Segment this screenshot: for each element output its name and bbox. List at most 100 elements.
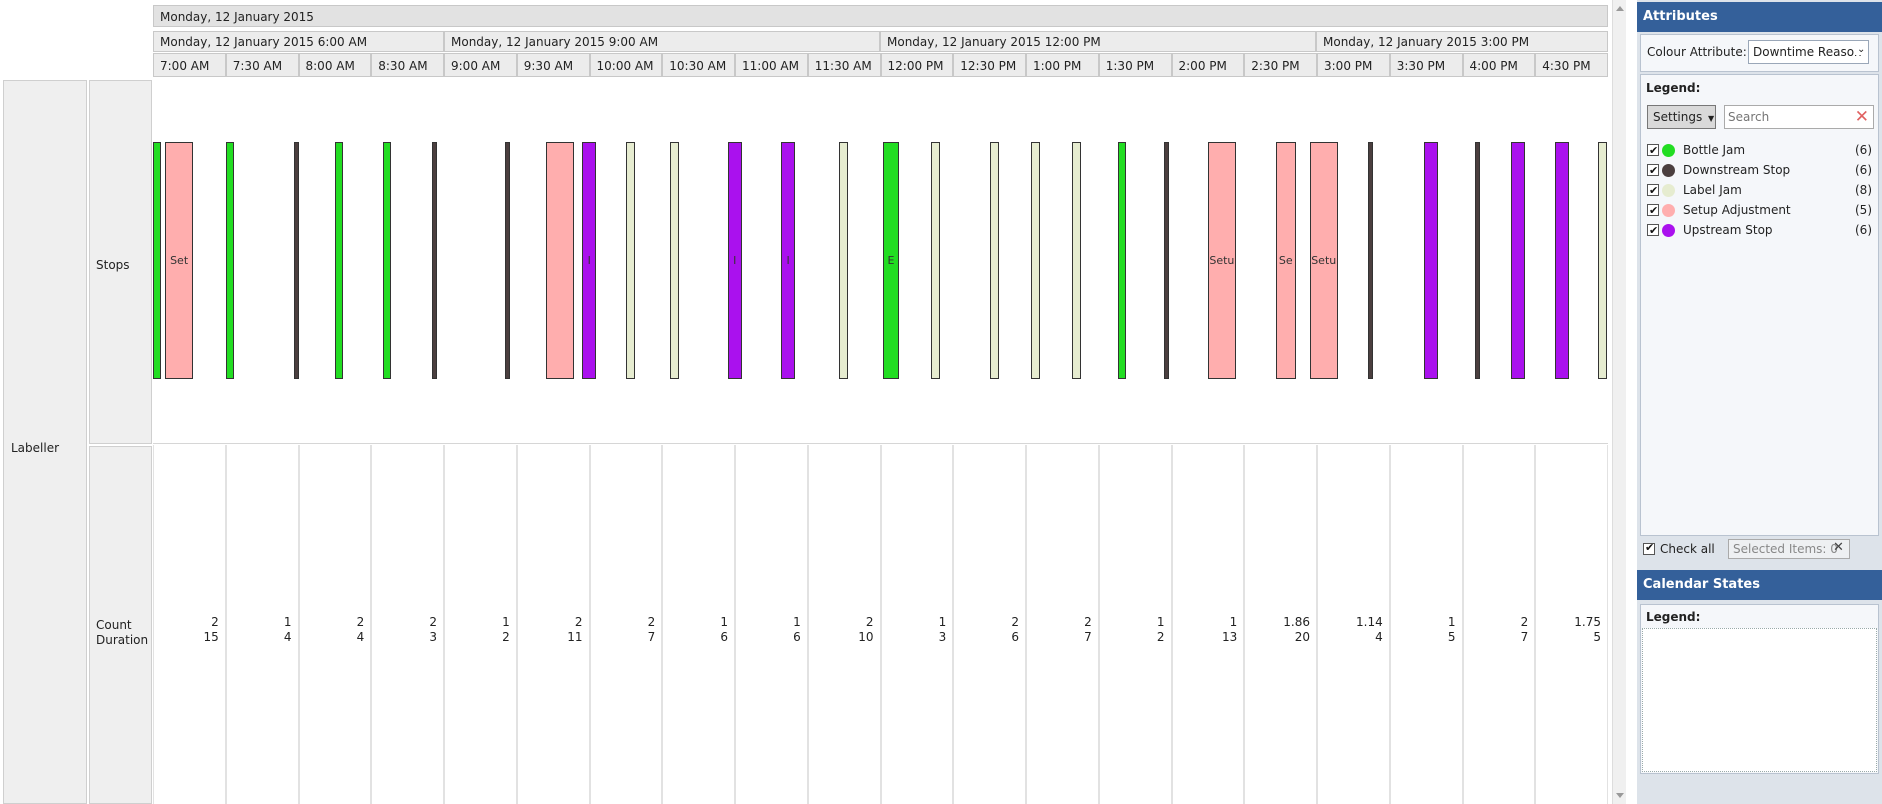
stop-bar[interactable] [293,142,299,379]
stop-bar[interactable] [504,142,510,379]
calendar-legend-section: Legend: [1640,604,1879,774]
hour-header: 12:00 PM [880,53,954,77]
stop-bar[interactable]: Setu [1207,142,1236,379]
legend-checkbox[interactable] [1647,182,1659,200]
hour-header: 4:00 PM [1462,53,1536,77]
day-header: Monday, 12 January 2015 [153,5,1608,27]
legend-item[interactable]: Upstream Stop (6) [1647,221,1872,240]
hour-header: 11:30 AM [807,53,881,77]
stop-bar[interactable] [1474,142,1480,379]
settings-button[interactable]: Settings ▼ [1647,105,1716,129]
duration-value: 7 [1520,630,1529,644]
hour-header: 3:30 PM [1389,53,1463,77]
summary-column: 2 10 [807,445,881,804]
duration-value: 6 [793,630,801,644]
stop-bar[interactable] [989,142,999,379]
count-value: 1 [793,615,801,629]
count-value: 1 [720,615,728,629]
stops-chart: Set I I I E Setu Se Setu [153,80,1608,444]
stop-bar[interactable] [1554,142,1569,379]
clear-selection-icon[interactable]: ✕ [1833,540,1844,555]
summary-column: 2 11 [516,445,590,804]
count-value: 1 [283,615,292,629]
stop-bar[interactable] [1072,142,1082,379]
duration-value: 5 [1447,630,1456,644]
colour-attribute-value: Downtime Reason [1753,45,1862,59]
stop-bar[interactable]: E [882,142,899,379]
stop-bar[interactable] [1598,142,1608,379]
selected-items-field: Selected Items: 0 [1728,539,1850,559]
chevron-down-icon[interactable]: ⌄ [1855,44,1868,55]
legend-checkbox[interactable] [1647,142,1659,160]
colour-attribute-select[interactable]: Downtime Reason [1748,40,1869,64]
duration-value: 4 [356,630,365,644]
hour-header: 3:00 PM [1317,53,1390,77]
stop-bar[interactable] [1367,142,1373,379]
stop-bar[interactable] [545,142,574,379]
stop-bar[interactable]: Set [165,142,194,379]
stops-label: Stops [96,258,130,272]
stops-label-cell: Stops [89,80,152,444]
legend-item-label: Downstream Stop [1683,163,1791,177]
scroll-up-icon[interactable] [1616,6,1624,11]
stop-bar[interactable] [1511,142,1525,379]
legend-item[interactable]: Setup Adjustment (5) [1647,201,1872,220]
stop-bar[interactable] [1118,142,1127,379]
stop-bar[interactable] [1030,142,1040,379]
hour-header: 9:00 AM [444,53,517,77]
stop-bar[interactable] [669,142,679,379]
count-label: Count [96,618,132,632]
attributes-legend-section: Legend: Settings ▼ ✕ Bottle Jam(6)Downst… [1640,74,1879,536]
stop-bar[interactable] [1423,142,1438,379]
stop-bar[interactable] [931,142,941,379]
vertical-scrollbar[interactable] [1612,0,1626,804]
hour-header: 2:00 PM [1171,53,1245,77]
search-input[interactable] [1728,107,1848,127]
legend-checkbox[interactable] [1647,162,1659,180]
duration-value: 6 [1011,630,1019,644]
attributes-title: Attributes [1637,2,1882,32]
stop-bar[interactable] [383,142,392,379]
duration-value: 3 [429,630,437,644]
stop-bar[interactable] [1164,142,1170,379]
stop-bar[interactable]: I [727,142,742,379]
settings-label: Settings [1653,110,1703,124]
stop-bar[interactable] [839,142,849,379]
stop-bar[interactable]: I [582,142,597,379]
count-value: 2 [1520,615,1529,629]
count-value: 2 [1011,615,1019,629]
stop-bar[interactable] [431,142,437,379]
period-header: Monday, 12 January 2015 9:00 AM [444,31,880,52]
legend-checkbox[interactable] [1647,222,1659,240]
legend-checkbox[interactable] [1647,202,1659,220]
legend-item-count: (8) [1855,183,1872,197]
stop-bar[interactable] [225,142,234,379]
count-value: 1 [938,615,947,629]
stop-bar[interactable]: Setu [1309,142,1338,379]
count-value: 2 [211,615,219,629]
stop-bar[interactable] [625,142,635,379]
calendar-legend-list [1642,628,1877,772]
duration-value: 4 [283,630,292,644]
duration-value: 11 [567,630,583,644]
search-box[interactable]: ✕ [1724,105,1874,129]
stop-bar[interactable]: I [781,142,796,379]
legend-item[interactable]: Label Jam (8) [1647,181,1872,200]
check-all-checkbox[interactable] [1643,541,1655,555]
legend-item[interactable]: Bottle Jam (6) [1647,141,1872,160]
scroll-down-icon[interactable] [1616,793,1624,798]
hour-header: 1:00 PM [1026,53,1099,77]
legend-item[interactable]: Downstream Stop (6) [1647,161,1872,180]
stop-bar[interactable] [153,142,161,379]
stop-bar[interactable]: Se [1275,142,1296,379]
summary-column: 1.86 20 [1244,445,1317,804]
stop-bar[interactable] [334,142,343,379]
duration-value: 2 [1156,630,1165,644]
count-value: 2 [356,615,365,629]
summary-column: 1.14 4 [1317,445,1390,804]
clear-search-icon[interactable]: ✕ [1854,107,1869,127]
hour-header: 7:00 AM [153,53,226,77]
